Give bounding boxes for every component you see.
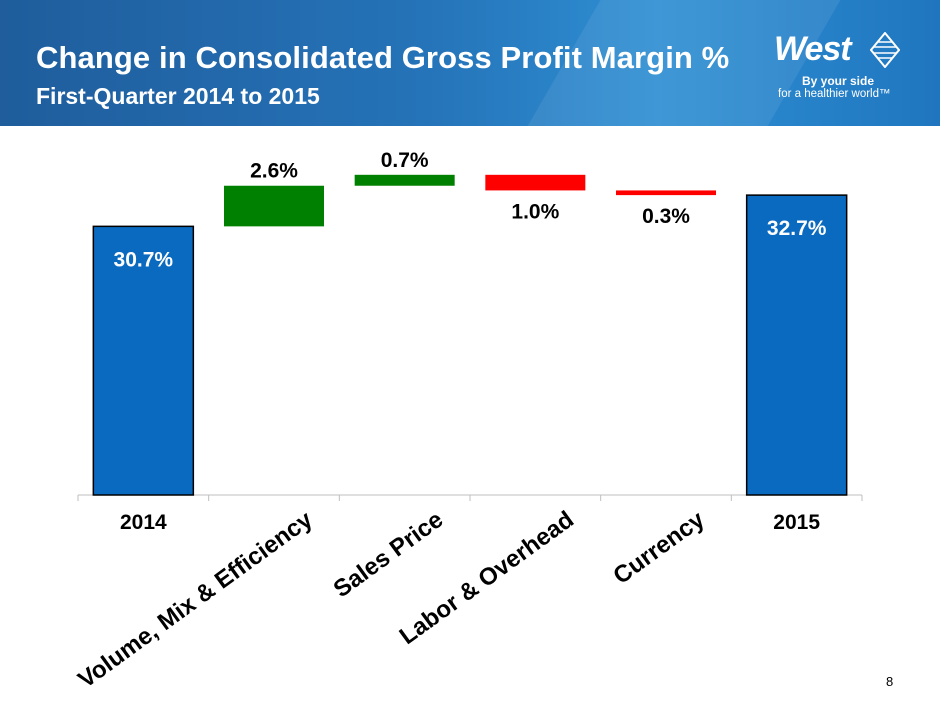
bar-5 (745, 194, 848, 496)
waterfall-chart: 30.7% 2014 2.6% Volume, Mix & Efficiency 0.7… (73, 149, 863, 686)
bar-4 (616, 190, 716, 196)
logo-tagline-2: for a healthier world™ (778, 88, 891, 100)
category-label-4: Currency (608, 506, 710, 590)
company-logo: West By your side for a healthier world™ (772, 30, 922, 105)
logo-wordmark: West (774, 30, 852, 68)
bar-3 (485, 174, 586, 191)
page-number: 8 (886, 674, 894, 689)
slide-subtitle: First-Quarter 2014 to 2015 (36, 83, 320, 109)
diamond-logo-icon (870, 32, 900, 68)
bar-0 (92, 225, 195, 496)
data-label-0: 30.7% (114, 248, 174, 271)
bar-2 (354, 174, 455, 186)
category-label-0: 2014 (120, 511, 167, 534)
category-label-5: 2015 (773, 511, 820, 534)
slide-header: Change in Consolidated Gross Profit Marg… (0, 0, 940, 126)
bar-1 (224, 185, 324, 227)
data-label-2: 0.7% (381, 149, 429, 172)
data-label-4: 0.3% (642, 205, 690, 228)
category-label-1: Volume, Mix & Efficiency (73, 506, 318, 686)
logo-tagline: By your side (802, 74, 875, 88)
slide-title: Change in Consolidated Gross Profit Marg… (36, 40, 730, 75)
category-label-2: Sales Price (329, 506, 449, 603)
data-label-1: 2.6% (250, 160, 298, 183)
data-label-3: 1.0% (511, 200, 559, 223)
data-label-5: 32.7% (767, 217, 827, 240)
